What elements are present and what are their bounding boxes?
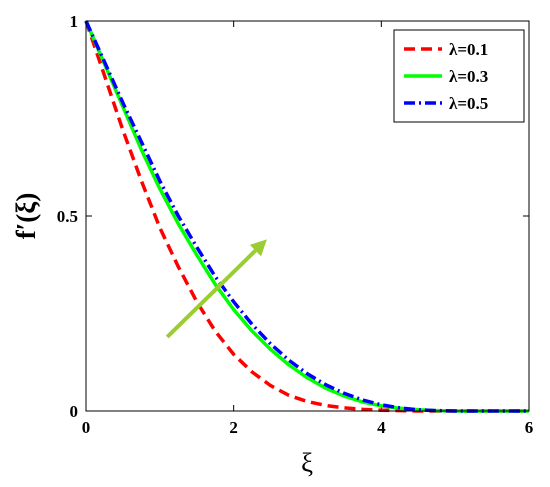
y-axis-title: f′(ξ) bbox=[11, 193, 41, 240]
x-tick-label: 4 bbox=[377, 418, 386, 437]
legend: λ=0.1 λ=0.3 λ=0.5 bbox=[393, 29, 525, 123]
plot-area bbox=[84, 20, 529, 413]
x-tick-label: 6 bbox=[525, 418, 534, 437]
annotation-arrow-head bbox=[249, 239, 267, 257]
legend-label-2: λ=0.3 bbox=[449, 67, 488, 86]
x-tick-label: 0 bbox=[82, 418, 91, 437]
x-axis-title: ξ bbox=[301, 448, 313, 478]
plot-frame bbox=[85, 20, 530, 412]
x-tick-label: 2 bbox=[229, 418, 238, 437]
series-line-1 bbox=[84, 20, 529, 413]
legend-label-3: λ=0.5 bbox=[449, 94, 488, 113]
annotation-arrow-shaft bbox=[165, 249, 257, 339]
y-tick-label: 1 bbox=[70, 12, 79, 31]
y-tick-label: 0.5 bbox=[57, 207, 78, 226]
y-tick-label: 0 bbox=[70, 402, 79, 421]
annotation-layer bbox=[165, 239, 267, 339]
series-line-3 bbox=[84, 20, 529, 413]
legend-label-1: λ=0.1 bbox=[449, 40, 488, 59]
